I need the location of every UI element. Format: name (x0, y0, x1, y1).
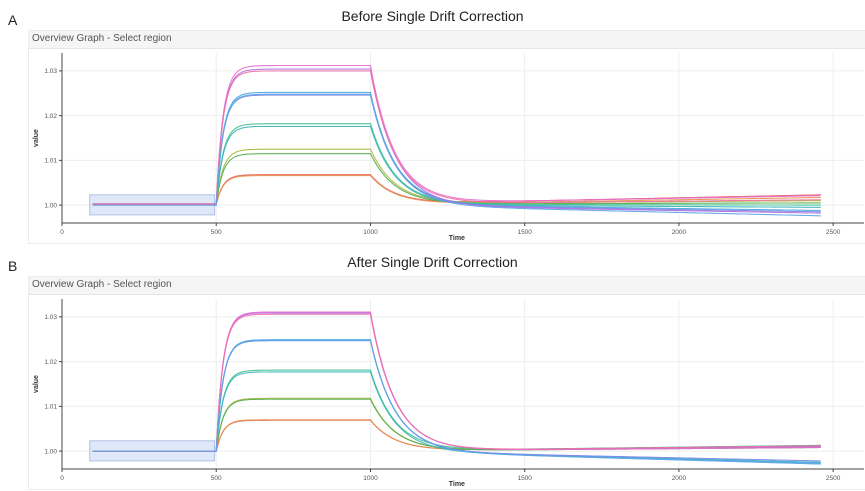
x-axis-label: Time (449, 481, 465, 488)
widget-title: Overview Graph - Select region (32, 33, 172, 44)
series-line-10 (92, 64, 821, 205)
x-tick-label: 1000 (363, 229, 378, 236)
y-axis-label: value (33, 375, 40, 393)
overview-graph-widget: Overview Graph - Select region 0 500 1000 1… (28, 30, 865, 244)
panel-a: A Before Single Drift Correction Overvie… (0, 0, 865, 245)
x-tick-label: 2500 (826, 229, 841, 236)
panel-letter: B (8, 258, 18, 274)
series-line-8 (92, 94, 821, 213)
x-tick-label: 500 (211, 475, 222, 482)
panel-title: Before Single Drift Correction (341, 8, 524, 24)
overview-chart[interactable]: 0 500 1000 1500 2000 2500 1.00 1.01 1.02 1.03 Time… (29, 31, 865, 243)
widget-header: Overview Graph - Select region (29, 277, 865, 295)
y-tick-label: 1.01 (44, 158, 57, 165)
series-line-7 (92, 91, 821, 212)
overview-chart[interactable]: 0 500 1000 1500 2000 2500 1.00 1.01 1.02 1.03 Time… (29, 277, 865, 489)
x-tick-label: 0 (60, 475, 64, 482)
series-line-9 (92, 68, 821, 214)
overview-graph-widget: Overview Graph - Select region 0 500 1000 1… (28, 276, 865, 490)
y-tick-label: 1.00 (44, 202, 57, 209)
x-tick-label: 0 (60, 229, 64, 236)
y-tick-label: 1.02 (44, 113, 57, 120)
x-tick-label: 2000 (672, 229, 687, 236)
y-tick-label: 1.02 (44, 359, 57, 366)
x-tick-label: 500 (211, 229, 222, 236)
series-line-11 (92, 313, 821, 452)
x-tick-label: 2500 (826, 475, 841, 482)
x-tick-label: 1000 (363, 475, 378, 482)
y-axis-label: value (33, 129, 40, 147)
y-tick-label: 1.03 (44, 314, 57, 321)
series-line-5 (92, 123, 821, 206)
series-line-5 (92, 369, 821, 452)
x-tick-label: 1500 (517, 229, 532, 236)
y-tick-label: 1.01 (44, 404, 57, 411)
x-tick-label: 2000 (672, 475, 687, 482)
series-line-12 (92, 340, 821, 465)
series-line-12 (92, 93, 821, 217)
series-line-11 (92, 70, 821, 205)
x-axis-label: Time (449, 235, 465, 242)
widget-header: Overview Graph - Select region (29, 31, 865, 49)
x-tick-label: 1500 (517, 475, 532, 482)
y-tick-label: 1.00 (44, 448, 57, 455)
panel-b: B After Single Drift Correction Overview… (0, 246, 865, 491)
panel-letter: A (8, 12, 18, 28)
series-line-10 (92, 311, 821, 452)
y-tick-label: 1.03 (44, 68, 57, 75)
panel-title: After Single Drift Correction (347, 254, 518, 270)
widget-title: Overview Graph - Select region (32, 279, 172, 290)
series-line-9 (92, 312, 821, 452)
